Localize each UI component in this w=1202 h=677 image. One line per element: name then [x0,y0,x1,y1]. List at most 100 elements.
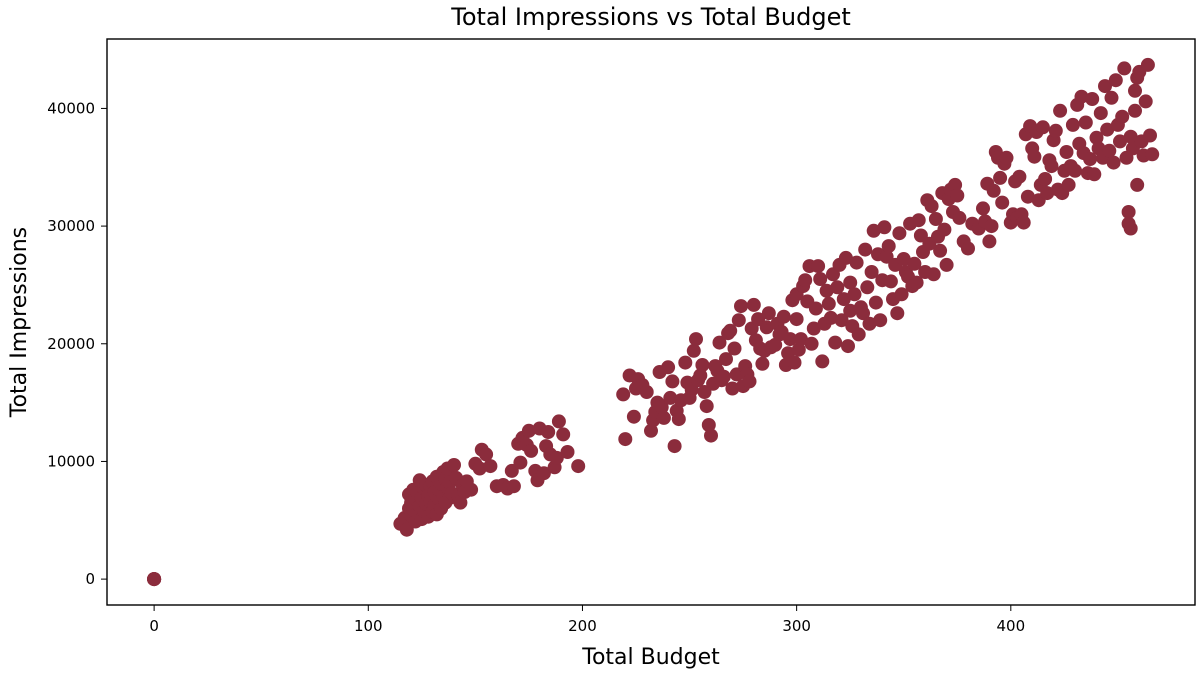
data-point-176 [823,310,838,325]
data-point-161 [791,342,806,357]
x-tick-label-4: 400 [996,617,1025,635]
y-tick-label-0: 0 [85,570,95,588]
y-tick-label-3: 30000 [47,217,95,235]
data-point-303 [1108,73,1123,88]
data-point-181 [834,313,849,328]
data-point-113 [689,332,703,347]
data-point-162 [793,332,808,347]
data-point-84 [560,445,575,459]
data-point-193 [858,242,873,257]
data-point-86 [616,387,631,402]
data-point-239 [961,241,975,256]
data-point-323 [1143,128,1157,143]
data-point-322 [1140,57,1155,72]
data-point-178 [828,335,843,350]
data-point-251 [995,195,1010,210]
data-point-160 [789,312,804,327]
data-point-112 [686,343,701,358]
data-point-188 [847,287,862,302]
data-point-284 [1068,163,1083,178]
data-point-226 [928,212,943,226]
data-point-301 [1104,90,1119,105]
data-point-269 [1035,120,1050,135]
data-point-89 [626,409,641,424]
data-point-146 [759,320,774,335]
data-point-71 [521,423,536,438]
data-point-78 [541,425,556,439]
data-point-94 [644,423,658,438]
data-point-231 [939,257,954,272]
data-point-140 [746,297,761,312]
data-point-186 [843,275,858,290]
data-point-83 [556,427,571,442]
data-point-305 [1113,134,1127,149]
data-point-192 [856,306,870,321]
data-point-104 [667,439,682,454]
data-point-82 [551,414,566,429]
y-tick-label-2: 20000 [47,335,95,353]
data-point-170 [811,259,826,274]
data-point-275 [1048,123,1063,138]
data-point-61 [483,459,498,474]
data-point-174 [819,283,834,298]
data-point-291 [1083,152,1098,166]
data-point-179 [830,280,845,295]
data-point-324 [1145,147,1160,162]
data-point-242 [976,201,990,216]
data-point-224 [924,199,939,214]
data-point-58 [472,461,487,476]
data-point-316 [1130,177,1145,192]
data-point-153 [776,309,791,324]
data-point-204 [881,239,896,254]
data-point-236 [950,188,965,203]
y-tick-label-1: 10000 [47,452,95,470]
data-point-149 [768,337,783,352]
data-point-258 [1012,169,1027,184]
data-point-93 [639,385,654,399]
data-point-172 [815,354,830,369]
data-point-307 [1117,61,1132,76]
data-point-184 [841,339,855,354]
data-point-312 [1123,129,1138,144]
data-point-168 [806,321,821,336]
data-point-124 [712,335,727,350]
data-point-293 [1087,167,1102,182]
data-point-196 [864,265,879,279]
data-point-247 [986,183,1001,198]
data-point-217 [909,275,924,290]
data-point-182 [836,292,851,307]
x-tick-label-1: 100 [354,617,383,635]
data-point-302 [1106,155,1121,170]
data-point-195 [862,316,877,331]
data-point-225 [926,267,941,282]
data-point-218 [911,213,926,228]
x-tick-label-3: 300 [782,617,811,635]
data-point-108 [678,355,693,370]
data-point-52 [453,495,468,510]
data-point-189 [849,255,864,270]
data-point-156 [783,332,798,347]
data-point-294 [1089,130,1104,145]
data-points [147,57,1160,587]
data-point-228 [933,243,948,258]
data-point-211 [896,252,911,266]
data-point-131 [727,341,742,356]
data-point-202 [877,220,892,235]
data-point-147 [761,306,776,321]
data-point-235 [948,177,963,192]
data-point-185 [843,303,858,318]
data-point-311 [1123,221,1138,236]
data-point-273 [1044,159,1059,174]
data-point-283 [1065,117,1080,132]
data-point-72 [524,443,539,458]
data-point-321 [1138,94,1153,109]
y-axis-label: Total Impressions [7,227,32,418]
data-point-120 [704,428,718,443]
data-point-118 [699,399,714,414]
data-point-167 [804,336,819,351]
data-point-60 [479,447,494,462]
data-point-103 [665,374,680,389]
data-point-106 [671,412,686,427]
data-point-277 [1053,103,1068,118]
